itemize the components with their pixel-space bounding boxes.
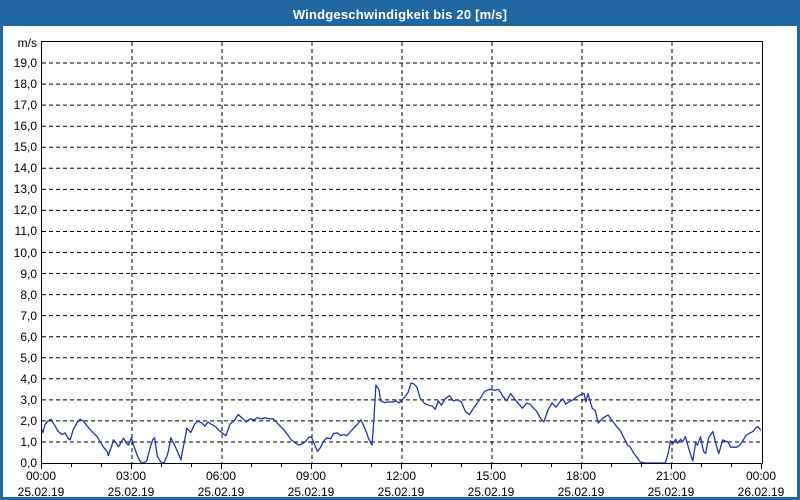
y-tick-label: 7,0 (20, 308, 37, 323)
y-tick-label: 3,0 (20, 392, 37, 407)
x-tick-time-label: 00:00 (745, 469, 777, 483)
x-minor-tick (161, 464, 162, 467)
x-tick-time-label: 18:00 (565, 469, 597, 483)
x-major-tick (401, 464, 402, 469)
x-tick-date-label: 25.02.19 (467, 485, 515, 499)
x-tick-date-label: 25.02.19 (287, 485, 335, 499)
x-minor-tick (701, 464, 702, 467)
x-tick-time-label: 12:00 (385, 469, 417, 483)
x-minor-tick (71, 464, 72, 467)
y-tick-label: 17,0 (13, 98, 37, 113)
y-tick-label: 6,0 (20, 329, 37, 344)
y-tick-label: 9,0 (20, 266, 37, 281)
x-tick-date-label: 25.02.19 (557, 485, 605, 499)
x-major-tick (41, 464, 42, 469)
x-minor-tick (341, 464, 342, 467)
y-tick-label: 19,0 (13, 56, 37, 71)
x-major-tick (581, 464, 582, 469)
x-minor-tick (731, 464, 732, 467)
y-tick-label: 16,0 (13, 119, 37, 134)
plot-area (41, 41, 763, 464)
y-tick-label: 11,0 (14, 224, 37, 239)
x-tick-date-label: 25.02.19 (197, 485, 245, 499)
y-tick-label: 13,0 (13, 182, 37, 197)
x-minor-tick (371, 464, 372, 467)
y-tick-label: 14,0 (13, 161, 37, 176)
x-minor-tick (251, 464, 252, 467)
x-major-tick (671, 464, 672, 469)
y-tick-label: 0,0 (20, 456, 37, 470)
x-tick-time-label: 06:00 (205, 469, 237, 483)
x-major-tick (761, 464, 762, 469)
y-tick-label: 1,0 (20, 434, 37, 449)
x-major-tick (491, 464, 492, 469)
y-tick-label: 5,0 (20, 350, 37, 365)
wind-speed-line-chart (42, 42, 762, 463)
x-tick-time-label: 03:00 (115, 469, 147, 483)
y-tick-label: 2,0 (20, 413, 37, 428)
x-minor-tick (551, 464, 552, 467)
x-minor-tick (641, 464, 642, 467)
wind-speed-series (42, 383, 761, 463)
x-tick-time-label: 21:00 (655, 469, 687, 483)
x-major-tick (311, 464, 312, 469)
x-tick-date-label: 25.02.19 (17, 485, 65, 499)
x-minor-tick (521, 464, 522, 467)
x-minor-tick (191, 464, 192, 467)
y-axis-unit-label: m/s (17, 36, 37, 50)
x-minor-tick (461, 464, 462, 467)
x-minor-tick (431, 464, 432, 467)
x-tick-date-label: 25.02.19 (107, 485, 155, 499)
chart-title-bar: Windgeschwindigkeit bis 20 [m/s] (3, 3, 797, 26)
x-major-tick (131, 464, 132, 469)
chart-title: Windgeschwindigkeit bis 20 [m/s] (292, 7, 508, 22)
x-tick-time-label: 00:00 (25, 469, 57, 483)
x-minor-tick (101, 464, 102, 467)
y-tick-label: 18,0 (13, 77, 37, 92)
x-minor-tick (281, 464, 282, 467)
y-tick-label: 4,0 (20, 371, 37, 386)
x-minor-tick (611, 464, 612, 467)
y-tick-label: 12,0 (13, 203, 37, 218)
x-tick-time-label: 09:00 (295, 469, 327, 483)
y-tick-label: 15,0 (13, 140, 37, 155)
y-tick-label: 10,0 (13, 245, 37, 260)
x-tick-date-label: 25.02.19 (647, 485, 695, 499)
x-tick-time-label: 15:00 (475, 469, 507, 483)
y-tick-label: 8,0 (20, 287, 37, 302)
x-major-tick (221, 464, 222, 469)
x-tick-date-label: 25.02.19 (377, 485, 425, 499)
x-tick-date-label: 26.02.19 (737, 485, 785, 499)
